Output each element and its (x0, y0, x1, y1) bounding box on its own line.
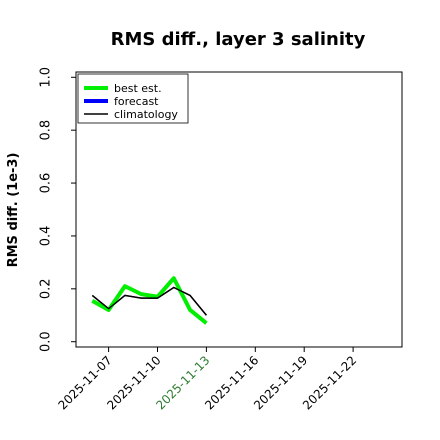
legend: best est. forecast climatology (77, 73, 189, 124)
legend-label-best-est: best est. (114, 82, 162, 95)
series-line-best-est (91, 276, 208, 325)
y-tick-label: 0.4 (39, 226, 54, 247)
legend-label-climatology: climatology (114, 108, 178, 121)
y-tick-label: 0.6 (39, 173, 54, 194)
plot-frame (75, 71, 403, 348)
y-tick-label: 0.0 (39, 331, 54, 352)
x-axis-ticks: 2025-11-072025-11-102025-11-132025-11-16… (56, 347, 359, 412)
series-line-climatology-overlay (91, 286, 207, 316)
legend-box (77, 73, 189, 124)
y-tick-label: 1.0 (39, 67, 54, 88)
chart-title: RMS diff., layer 3 salinity (111, 29, 366, 50)
y-axis-ticks: 0.0 0.2 0.4 0.6 0.8 1.0 (39, 67, 76, 352)
y-axis-label: RMS diff. (1e-3) (6, 153, 21, 268)
series-layer (91, 276, 208, 325)
y-tick-label: 0.2 (39, 278, 54, 299)
legend-label-forecast: forecast (114, 95, 159, 108)
y-tick-label: 0.8 (39, 120, 54, 141)
